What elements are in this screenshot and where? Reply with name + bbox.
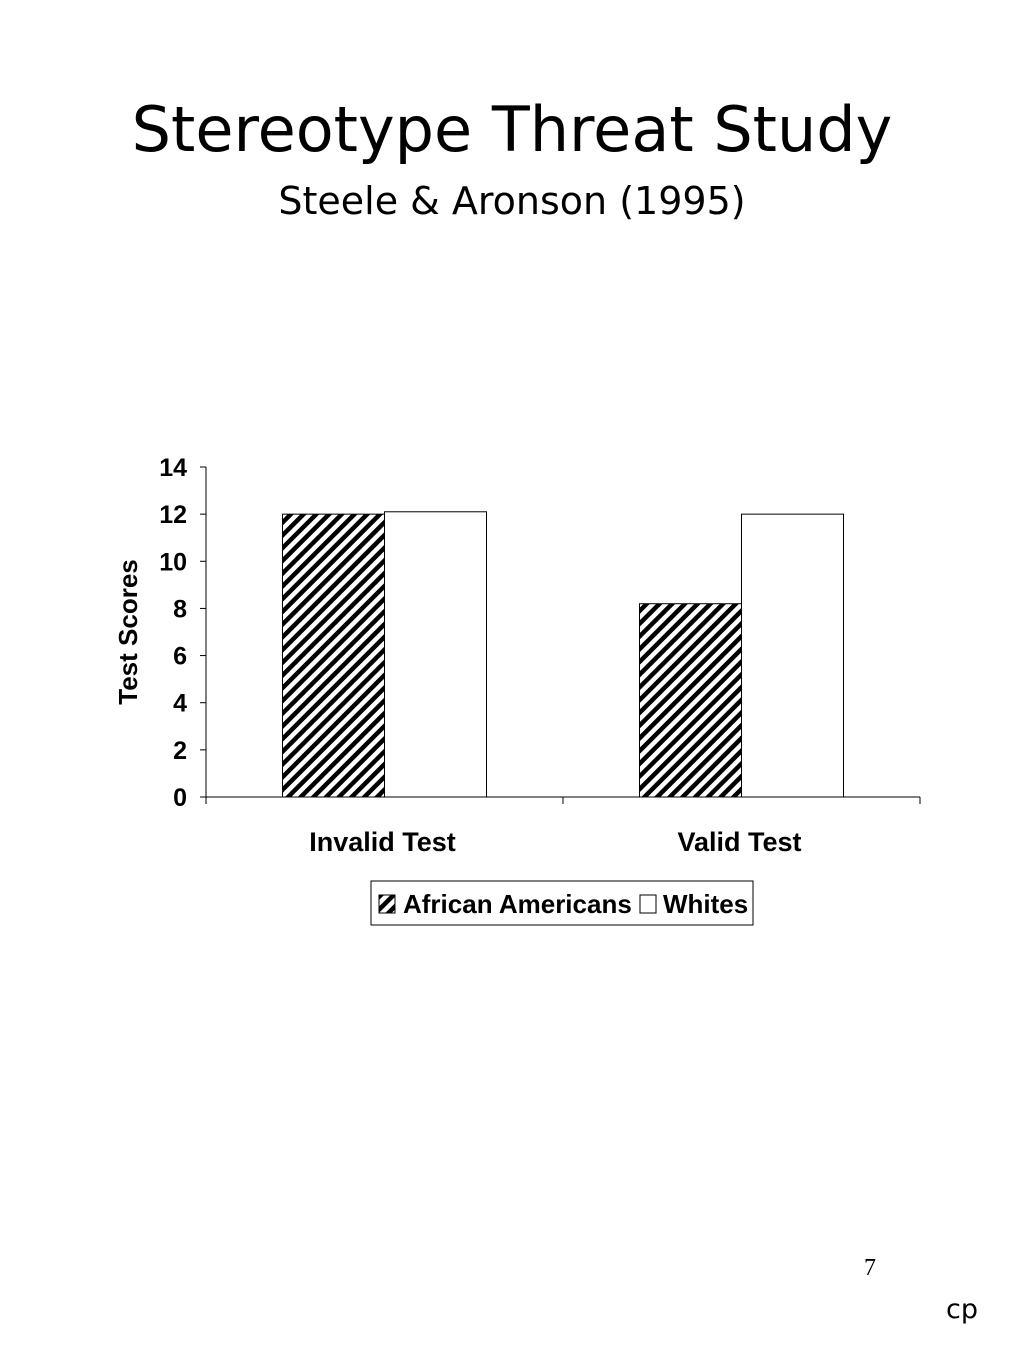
bar-african-americans-invalid-test xyxy=(282,513,385,798)
x-tick-label: Invalid Test xyxy=(309,827,456,857)
y-tick-label: 2 xyxy=(173,737,187,765)
x-tick-label: Valid Test xyxy=(677,827,801,857)
slide-title: Stereotype Threat Study xyxy=(131,93,893,166)
bar-whites-invalid-test xyxy=(384,511,487,798)
page-number: 7 xyxy=(864,1255,876,1281)
bar-whites-valid-test xyxy=(741,513,844,798)
legend-box xyxy=(370,880,754,926)
slide-subtitle: Steele & Aronson (1995) xyxy=(278,179,746,223)
y-tick-label: 4 xyxy=(173,690,187,718)
y-tick-label: 8 xyxy=(173,595,187,623)
legend-label: African Americans xyxy=(403,889,632,919)
legend-swatch-whites xyxy=(639,894,657,914)
y-tick-label: 12 xyxy=(159,501,187,529)
y-axis-title: Test Scores xyxy=(113,559,143,704)
footer-mark: cp xyxy=(946,1294,978,1325)
y-tick-label: 6 xyxy=(173,643,187,671)
y-tick-label: 0 xyxy=(173,784,187,812)
y-tick-label: 10 xyxy=(159,548,187,576)
legend-label: Whites xyxy=(663,889,748,919)
legend-swatch-african-americans xyxy=(378,894,396,914)
y-tick-label: 14 xyxy=(159,454,187,482)
bar-african-americans-valid-test xyxy=(639,603,742,798)
